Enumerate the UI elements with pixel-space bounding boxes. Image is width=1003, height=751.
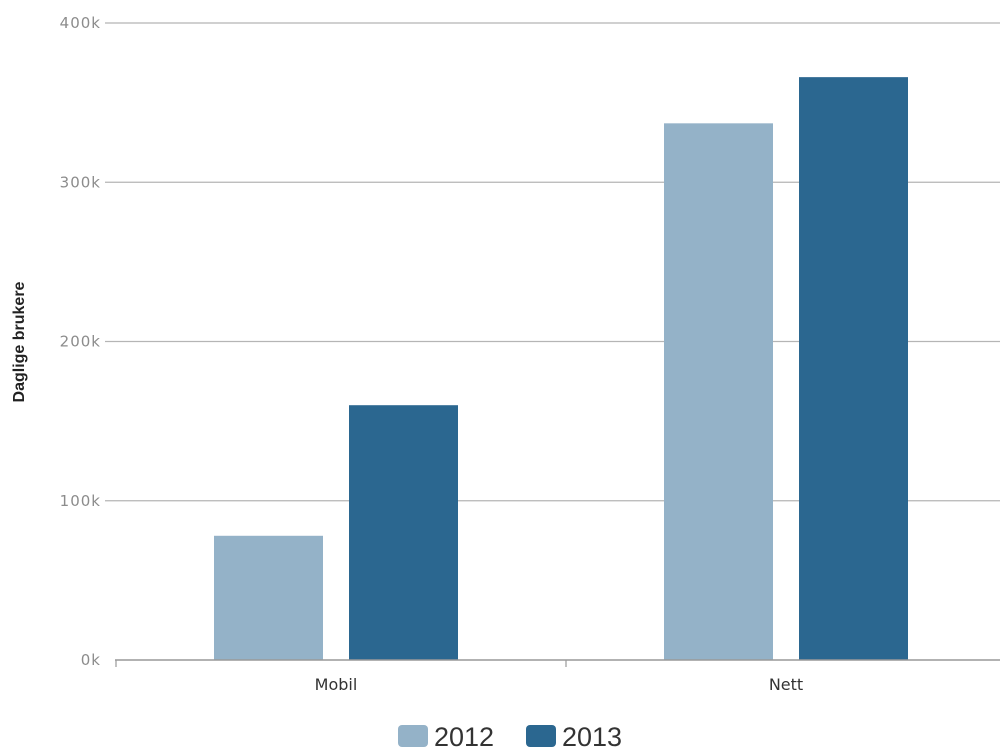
x-axis-ticks: Mobil Nett [115,660,803,694]
bar-nett-2013[interactable] [799,77,908,660]
y-tick-label: 300k [60,173,101,191]
x-tick-label: Mobil [315,675,358,694]
y-tick-label: 400k [60,14,101,32]
bar-mobil-2013[interactable] [349,405,458,660]
x-tick-label: Nett [769,675,803,694]
legend-swatch-2013 [526,725,556,747]
legend-label-2012: 2012 [434,722,494,751]
bars [214,77,908,660]
legend-swatch-2012 [398,725,428,747]
legend-label-2013: 2013 [562,722,622,751]
y-axis-ticks: 0k 100k 200k 300k 400k [60,14,101,669]
bar-nett-2012[interactable] [664,123,773,660]
legend: 2012 2013 [398,722,622,751]
y-tick-label: 200k [60,333,101,351]
y-tick-label: 0k [81,651,101,669]
y-axis-title: Daglige brukere [11,281,28,402]
y-tick-label: 100k [60,492,101,510]
bar-mobil-2012[interactable] [214,535,323,660]
